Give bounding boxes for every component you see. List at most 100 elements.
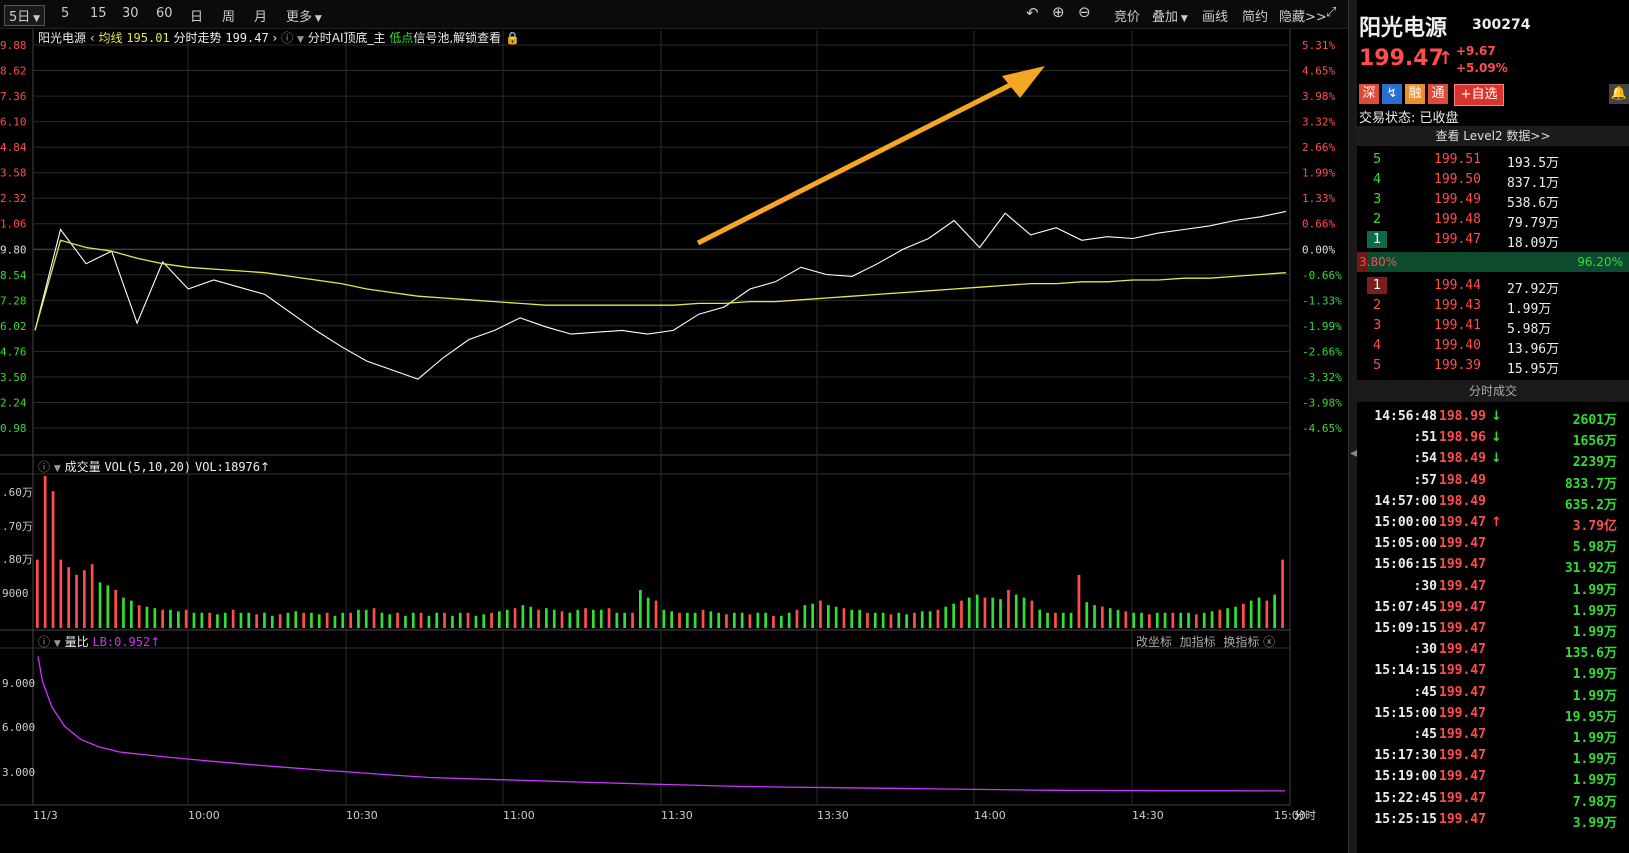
zoom-out-icon[interactable]: ⊖	[1078, 3, 1091, 21]
fullscreen-icon[interactable]: ⤢	[1326, 5, 1337, 20]
simple-button[interactable]: 简约	[1242, 10, 1269, 25]
trade-price: 198.99	[1439, 409, 1486, 424]
volume-bar	[427, 615, 431, 628]
pct-tick: 4.65%	[1302, 65, 1335, 78]
volume-bar	[1108, 608, 1112, 628]
trade-volume: 5.98万	[1572, 540, 1617, 556]
period-5[interactable]: 5	[61, 6, 70, 21]
help-icon[interactable]: ⓘ	[281, 31, 294, 45]
volume-bar	[451, 615, 454, 628]
chart-area[interactable]: 9.88 5.31% 8.62 4.65% 7.36 3.98% 6.10 3.32% 4.84…	[0, 0, 1348, 853]
bid-price: 199.39	[1434, 358, 1481, 373]
help-icon[interactable]: ⓘ	[38, 460, 51, 474]
margin-badge: 融	[1405, 84, 1425, 104]
stock-name-title: 阳光电源	[1359, 16, 1448, 41]
volume-tick: .60万	[2, 486, 33, 499]
avg-marker: ‹	[89, 31, 99, 45]
add-indicator-button[interactable]: 加指标	[1179, 635, 1216, 649]
period-30[interactable]: 30	[122, 6, 139, 21]
lb-tick: 9.000	[2, 677, 35, 690]
bidding-button[interactable]: 竞价	[1114, 10, 1141, 25]
more-label: 更多	[286, 10, 313, 25]
price-tick: 7.36	[0, 90, 27, 103]
trend-nav[interactable]: ›	[272, 31, 278, 45]
volume-bar	[787, 612, 791, 628]
volume-bar	[1132, 612, 1136, 628]
trade-volume: 1.99万	[1572, 752, 1617, 768]
volume-bar	[1101, 606, 1104, 628]
volume-bar	[1054, 612, 1057, 628]
volume-bar	[725, 614, 728, 628]
overlay-button[interactable]: 叠加 ▼	[1152, 6, 1188, 25]
price-tick: 3.50	[0, 371, 27, 384]
volume-bar	[1093, 605, 1096, 628]
chevron-down-icon[interactable]: ▼	[53, 464, 61, 474]
volume-bar	[764, 612, 767, 628]
chart-canvas[interactable]: 9.88 5.31% 8.62 4.65% 7.36 3.98% 6.10 3.32% 4.84…	[0, 0, 1348, 853]
trade-price: 199.47	[1439, 557, 1486, 573]
last-price: 199.47	[1359, 46, 1444, 71]
volume-bar	[1124, 611, 1128, 628]
volume-bar	[317, 614, 321, 628]
bid-level: 3	[1373, 318, 1382, 333]
level2-link[interactable]: 查看 Level2 数据>>	[1357, 126, 1629, 146]
volume-bar	[709, 611, 713, 628]
ask-level: 4	[1373, 172, 1382, 187]
draw-button[interactable]: 画线	[1202, 10, 1229, 25]
volume-bar	[130, 600, 133, 628]
zoom-in-icon[interactable]: ⊕	[1052, 3, 1065, 21]
period-day[interactable]: 日	[190, 10, 204, 25]
volume-tick: 9000	[2, 587, 29, 600]
collapse-panel-icon[interactable]: ◀	[1350, 448, 1358, 459]
trade-time: 15:05:00	[1374, 536, 1437, 552]
signal-pool-link[interactable]: 信号池,解锁查看	[413, 31, 502, 45]
ask-price: 199.50	[1434, 172, 1481, 187]
volume-bar	[411, 612, 415, 628]
volume-bar	[701, 609, 705, 628]
volume-bar	[404, 615, 407, 628]
volume-bar	[944, 606, 948, 628]
period-week[interactable]: 周	[222, 10, 236, 25]
trade-row: 15:14:15 199.47 1.99万	[1357, 660, 1629, 682]
switch-indicator-button[interactable]: 换指标	[1223, 635, 1260, 649]
help-icon[interactable]: ⓘ	[38, 635, 51, 649]
hide-button[interactable]: 隐藏>>	[1279, 10, 1327, 25]
panel-divider[interactable]	[1348, 0, 1357, 853]
volume-bar	[458, 612, 462, 628]
bell-icon[interactable]: 🔔	[1609, 84, 1629, 104]
bid-row-4: 4 199.40 13.96万	[1357, 336, 1629, 357]
volume-bar	[490, 612, 493, 628]
trade-time: :51	[1413, 430, 1437, 446]
ai-indicator-label[interactable]: 分时AI顶底_主	[307, 31, 386, 45]
volume-bar	[137, 605, 141, 628]
trade-volume: 3.79亿	[1572, 519, 1617, 534]
period-15[interactable]: 15	[90, 6, 107, 21]
ask-volume: 193.5万	[1507, 156, 1560, 171]
chevron-down-icon[interactable]: ▼	[53, 639, 61, 649]
change-axis-button[interactable]: 改坐标	[1136, 635, 1173, 649]
trade-volume: 135.6万	[1564, 646, 1617, 662]
trade-time: 15:19:00	[1374, 769, 1437, 785]
trade-volume: 1.99万	[1572, 603, 1617, 619]
time-tick: 11/3	[33, 809, 58, 822]
chevron-down-icon: ▼	[1178, 14, 1188, 24]
period-select[interactable]: 5日 ▼	[4, 5, 46, 26]
volume-bar	[43, 476, 47, 628]
chevron-down-icon[interactable]: ▼	[297, 35, 304, 45]
add-watchlist-button[interactable]: +自选	[1454, 84, 1504, 106]
trade-row: 15:07:45 199.47 1.99万	[1357, 597, 1629, 619]
close-icon[interactable]: ⓧ	[1263, 635, 1276, 649]
volume-bar	[153, 608, 157, 628]
volume-bar	[1257, 597, 1261, 628]
period-60[interactable]: 60	[156, 6, 173, 21]
volume-bar	[772, 615, 775, 628]
trend-value: 199.47	[225, 31, 269, 45]
period-month[interactable]: 月	[254, 10, 268, 25]
volume-bar	[1022, 597, 1026, 628]
more-button[interactable]: 更多 ▼	[286, 6, 322, 25]
ask-volume: 837.1万	[1507, 176, 1560, 191]
price-tick: 9.88	[0, 39, 27, 52]
undo-icon[interactable]: ↶	[1026, 4, 1039, 22]
trade-price: 199.47	[1439, 684, 1486, 700]
bid-volume: 13.96万	[1507, 342, 1560, 357]
